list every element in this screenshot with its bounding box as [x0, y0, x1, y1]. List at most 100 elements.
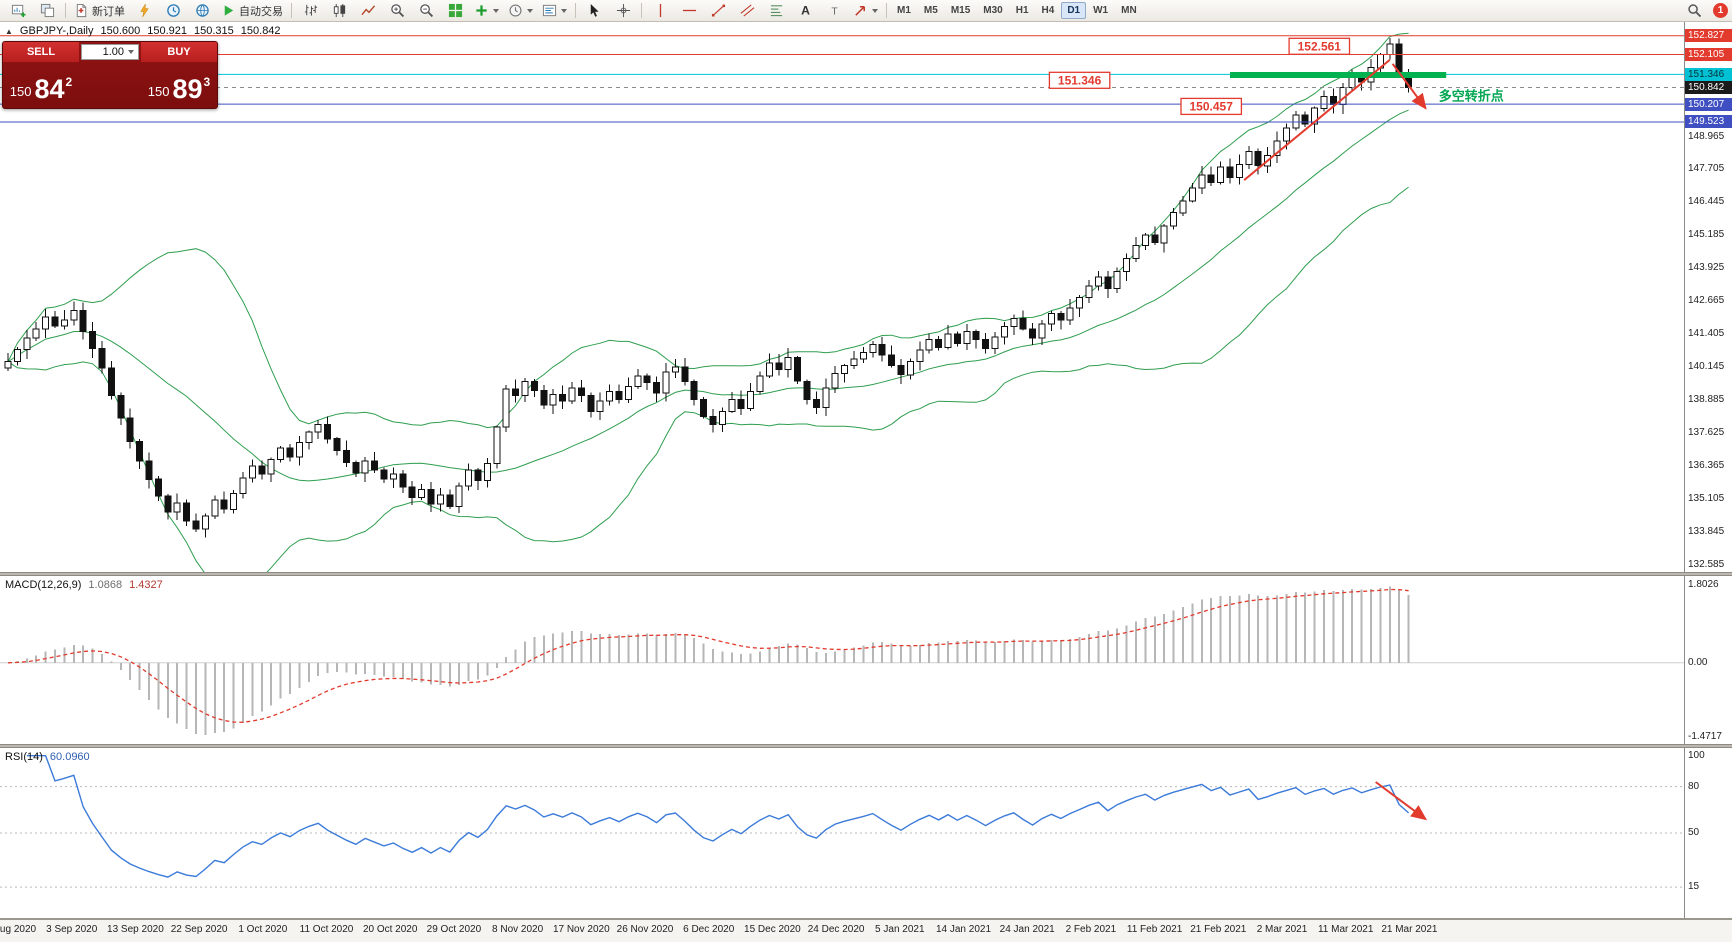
indicators-button[interactable] — [470, 0, 503, 22]
price-annotation[interactable]: 150.457 — [1180, 97, 1243, 116]
note-annotation[interactable]: 多空转折点 — [1439, 88, 1504, 103]
periods-button[interactable] — [504, 0, 537, 22]
text-button[interactable]: A — [791, 0, 819, 22]
notifications-badge[interactable]: 1 — [1713, 3, 1728, 18]
trend-line[interactable] — [1243, 59, 1391, 181]
channel-button[interactable] — [733, 0, 761, 22]
support-zone[interactable] — [1230, 72, 1447, 78]
macd-chart — [0, 586, 1684, 736]
dropdown-caret-icon[interactable] — [872, 8, 878, 13]
timeframe-m5[interactable]: M5 — [923, 5, 938, 16]
price-scale[interactable]: 148.965 147.705 146.445 145.185 143.925 142.6… — [1684, 22, 1732, 918]
lot-dropdown-icon[interactable] — [128, 50, 134, 54]
ohlc-close: 150.842 — [240, 25, 281, 37]
hline-icon — [682, 9, 696, 12]
cursor-button[interactable] — [580, 0, 608, 22]
search-icon — [1687, 4, 1701, 18]
date-label: 5 Jan 2021 — [875, 924, 925, 935]
sell-price[interactable]: 150 84 2 — [3, 62, 79, 108]
new-order-button[interactable]: 新订单 — [70, 0, 129, 22]
crosshair-button[interactable] — [609, 0, 637, 22]
indicator-scale-label: 15 — [1688, 881, 1700, 893]
timeframe-d1[interactable]: D1 — [1061, 2, 1087, 19]
timeframe-mn[interactable]: MN — [1121, 5, 1137, 16]
candles-icon — [333, 3, 345, 18]
clock-small-icon — [509, 4, 522, 17]
price-marker-151.346: 151.346 — [1685, 67, 1732, 81]
timeframe-m1[interactable]: M1 — [897, 5, 911, 16]
search-button[interactable] — [1680, 0, 1708, 22]
buy-button[interactable]: BUY — [141, 42, 217, 62]
bollinger-bands — [7, 32, 1409, 572]
indicator-plus-icon — [476, 5, 487, 16]
global-settings-button[interactable] — [188, 0, 216, 22]
rsi-arrow-annotation[interactable] — [1375, 781, 1428, 821]
timeframe-m15[interactable]: M15 — [950, 5, 971, 16]
date-label: 1 Oct 2020 — [238, 924, 288, 935]
lot-size-input[interactable]: 1.00 — [81, 44, 139, 60]
macd-signal-value: 1.4327 — [129, 579, 163, 591]
profiles-button[interactable] — [33, 0, 61, 22]
buy-price[interactable]: 150 89 3 — [141, 62, 217, 108]
clock-blue-icon — [166, 4, 180, 17]
timeframe-h4[interactable]: H4 — [1041, 5, 1055, 16]
sell-price-prefix: 150 — [9, 84, 32, 99]
autotrading-button[interactable]: 自动交易 — [217, 0, 287, 22]
lot-size-value: 1.00 — [102, 46, 124, 58]
candlestick-chart-button[interactable] — [325, 0, 353, 22]
collapse-panel-icon[interactable]: ▲ — [5, 26, 13, 36]
price-annotation[interactable]: 151.346 — [1048, 71, 1111, 89]
timeframe-w1[interactable]: W1 — [1093, 5, 1109, 16]
svg-text:A: A — [801, 4, 810, 18]
trendline-button[interactable] — [704, 0, 732, 22]
history-center-button[interactable] — [159, 0, 187, 22]
dropdown-caret-icon[interactable] — [527, 8, 533, 13]
date-label: 8 Nov 2020 — [492, 924, 544, 935]
dropdown-caret-icon[interactable] — [561, 8, 567, 13]
rsi-name: RSI(14) — [5, 751, 43, 763]
pane-separator[interactable] — [0, 744, 1732, 748]
symbol-ohlc-line: ▲ GBPJPY-,Daily 150.600 150.921 150.315 … — [5, 25, 281, 37]
macd-pane[interactable] — [0, 576, 1684, 744]
pane-separator[interactable] — [0, 572, 1732, 576]
chart-window: 152.561 151.346 150.457 多空转折点 25 Aug 2020 3 … — [0, 22, 1732, 942]
zoom-in-button[interactable] — [383, 0, 411, 22]
arrows-button[interactable] — [849, 0, 882, 22]
macd-indicator-label: MACD(12,26,9) 1.0868 1.4327 — [5, 579, 163, 591]
arrow-ne-icon — [855, 6, 865, 16]
rsi-pane[interactable] — [0, 748, 1684, 918]
date-label: 11 Oct 2020 — [299, 924, 354, 935]
new-chart-button[interactable] — [4, 0, 32, 22]
horizontal-line-button[interactable] — [675, 0, 703, 22]
line-chart-icon — [360, 5, 375, 16]
timeframe-h1[interactable]: H1 — [1015, 5, 1029, 16]
text-label-button[interactable]: T — [820, 0, 848, 22]
autotrading-button-label: 自动交易 — [239, 5, 283, 18]
lightning-icon — [139, 3, 149, 18]
main-chart-pane[interactable]: 152.561 151.346 150.457 多空转折点 — [0, 22, 1684, 572]
macd-histogram — [16, 586, 1410, 736]
bar-chart-button[interactable] — [296, 0, 324, 22]
date-label: 24 Jan 2021 — [999, 924, 1055, 935]
level-lines — [0, 35, 1684, 123]
vertical-line-button[interactable] — [646, 0, 674, 22]
svg-text:T: T — [831, 6, 838, 17]
date-label: 2 Mar 2021 — [1256, 924, 1308, 935]
tile-windows-button[interactable] — [441, 0, 469, 22]
toolbar-separator — [291, 3, 292, 18]
sell-button[interactable]: SELL — [3, 42, 79, 62]
price-marker-152.105: 152.105 — [1685, 48, 1732, 62]
metaeditor-button[interactable] — [130, 0, 158, 22]
time-axis[interactable]: 25 Aug 2020 3 Sep 2020 13 Sep 2020 22 Sep 2… — [0, 920, 1732, 942]
label-t-icon: T — [831, 6, 838, 17]
trend-line[interactable] — [1391, 63, 1427, 110]
zoom-out-button[interactable] — [412, 0, 440, 22]
line-chart-button[interactable] — [354, 0, 382, 22]
timeframe-m30[interactable]: M30 — [983, 5, 1003, 16]
templates-button[interactable] — [538, 0, 571, 22]
date-label: 26 Nov 2020 — [616, 924, 674, 935]
price-annotation[interactable]: 152.561 — [1288, 37, 1351, 55]
dropdown-caret-icon[interactable] — [493, 8, 499, 13]
fibonacci-button[interactable] — [762, 0, 790, 22]
date-label: 11 Mar 2021 — [1317, 924, 1374, 935]
